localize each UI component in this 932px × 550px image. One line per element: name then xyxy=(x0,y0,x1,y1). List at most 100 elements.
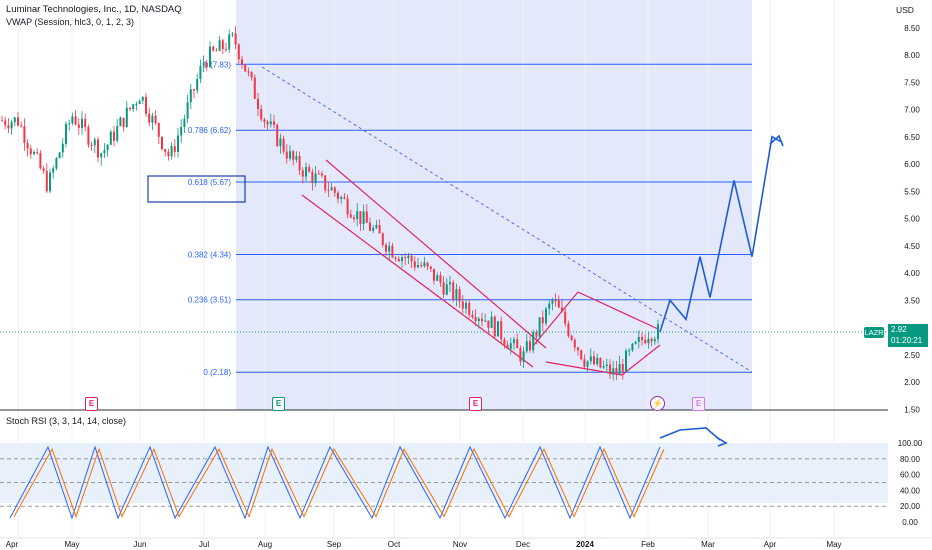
candle-body xyxy=(55,158,58,169)
candle-body xyxy=(381,233,384,245)
earnings-icon[interactable]: E xyxy=(85,397,98,411)
candle-body xyxy=(493,316,496,337)
candle-body xyxy=(580,350,583,360)
candle-body xyxy=(461,301,464,309)
currency-label[interactable]: USD xyxy=(896,5,914,15)
candle-body xyxy=(167,151,170,157)
price-tick-label: 7.00 xyxy=(904,106,920,115)
time-tick-label: Jul xyxy=(199,540,209,549)
candle-body xyxy=(189,89,192,103)
candle-body xyxy=(452,282,455,300)
dividend-flash-icon[interactable]: ⚡ xyxy=(650,396,665,411)
candle-body xyxy=(532,332,535,351)
candle-body xyxy=(81,118,83,128)
time-tick-label: Jun xyxy=(134,540,147,549)
earnings-icon[interactable]: E xyxy=(272,397,285,411)
candle-body xyxy=(516,339,519,349)
candle-body xyxy=(228,34,231,50)
candle-body xyxy=(263,119,266,122)
candle-body xyxy=(100,153,103,158)
candle-body xyxy=(602,366,605,368)
candle-body xyxy=(417,265,419,268)
candle-body xyxy=(420,265,423,267)
stoch-forecast-path xyxy=(659,427,721,441)
candle-body xyxy=(481,318,483,322)
candle-body xyxy=(394,257,397,259)
candle-body xyxy=(657,324,659,340)
candle-body xyxy=(58,152,61,159)
symbol-tag[interactable]: LAZR xyxy=(864,327,884,338)
candle-body xyxy=(279,138,282,147)
candle-body xyxy=(90,144,93,146)
candle-body xyxy=(378,225,381,234)
candle-body xyxy=(13,117,16,123)
candle-body xyxy=(183,118,186,128)
earnings-icon[interactable]: E xyxy=(469,397,482,411)
forecast-layer xyxy=(659,134,784,333)
candle-body xyxy=(484,320,487,322)
time-tick-label: Apr xyxy=(6,540,19,549)
stoch-tick-label: 40.00 xyxy=(900,486,921,495)
price-tick-label: 5.00 xyxy=(904,215,920,224)
candle-body xyxy=(551,300,554,304)
candle-body xyxy=(404,257,407,259)
candle-body xyxy=(391,245,394,258)
stoch-title[interactable]: Stoch RSI (3, 3, 14, 14, close) xyxy=(6,416,127,426)
candle-body xyxy=(129,107,131,110)
last-price: 2.92 xyxy=(891,325,907,334)
candle-body xyxy=(529,341,531,351)
candle-body xyxy=(625,350,627,372)
candle-body xyxy=(151,115,154,123)
time-tick-label: Feb xyxy=(641,540,655,549)
candle-body xyxy=(346,198,349,215)
candle-body xyxy=(26,142,29,149)
candle-body xyxy=(650,338,653,342)
candle-body xyxy=(407,255,410,259)
candle-body xyxy=(388,245,391,252)
candle-body xyxy=(468,302,471,315)
candle-body xyxy=(1,120,3,122)
candle-body xyxy=(311,171,314,183)
candle-body xyxy=(36,152,39,154)
grid-layer xyxy=(0,0,932,538)
time-axis[interactable]: Apr May Jun Jul Aug Sep Oct Nov Dec 2024 Feb Mar Apr… xyxy=(0,537,932,549)
earnings-icon[interactable]: E xyxy=(692,397,705,411)
candle-body xyxy=(170,146,173,157)
candle-body xyxy=(410,255,413,262)
trend-lines-layer xyxy=(261,66,753,376)
time-tick-label: Sep xyxy=(327,540,342,549)
candle-body xyxy=(471,314,474,318)
indicator-label[interactable]: VWAP (Session, hlc3, 0, 1, 2, 3) xyxy=(6,17,135,27)
candle-body xyxy=(455,289,458,300)
stoch-tick-label: 60.00 xyxy=(900,471,921,480)
candle-body xyxy=(317,173,320,175)
candle-body xyxy=(250,72,253,78)
price-axis[interactable]: 8.50 8.00 7.50 7.00 6.50 6.00 5.50 5.00 4.50 4.00… xyxy=(888,0,932,538)
candle-body xyxy=(474,317,477,322)
candle-body xyxy=(349,214,352,218)
candle-body xyxy=(141,96,144,101)
candle-body xyxy=(164,149,167,152)
candle-body xyxy=(199,66,202,80)
candle-body xyxy=(74,116,77,125)
candle-body xyxy=(362,211,365,224)
candle-body xyxy=(7,125,10,129)
stoch-forecast-arrowhead xyxy=(715,436,728,447)
chart-title: Luminar Technologies, Inc., 1D, NASDAQ xyxy=(6,4,182,15)
candle-body xyxy=(321,173,323,176)
candle-body xyxy=(285,151,288,159)
candle-body xyxy=(490,316,493,328)
price-tick-label: 2.00 xyxy=(904,378,920,387)
candle-body xyxy=(193,89,195,91)
candle-body xyxy=(333,187,336,193)
candle-body xyxy=(506,344,509,349)
candle-body xyxy=(231,33,234,35)
candle-body xyxy=(561,307,563,312)
candle-body xyxy=(225,48,227,50)
price-tick-label: 5.50 xyxy=(904,187,920,196)
fib-zone xyxy=(236,0,752,410)
price-tick-label: 8.50 xyxy=(904,24,920,33)
candle-body xyxy=(68,123,71,125)
candle-body xyxy=(237,44,240,60)
